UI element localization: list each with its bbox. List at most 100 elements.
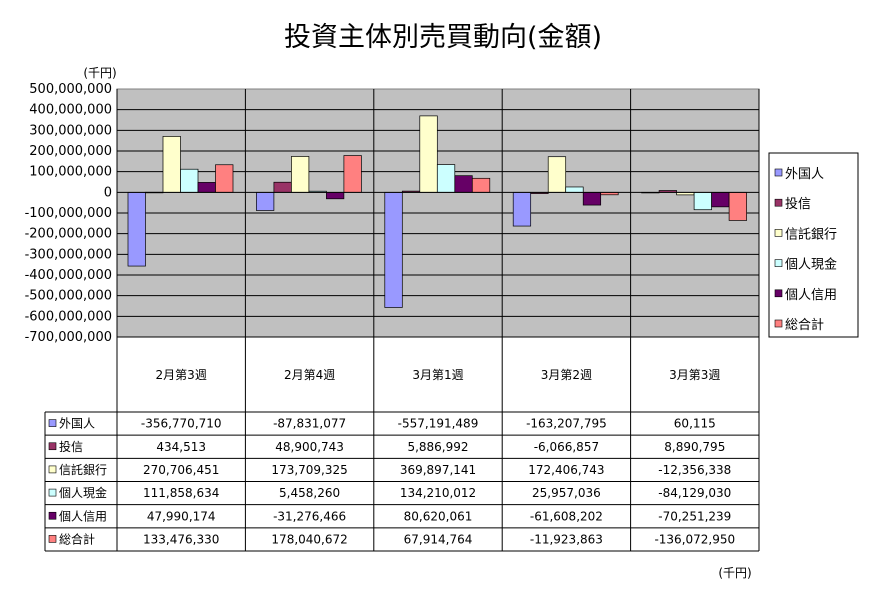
bar	[419, 115, 438, 193]
table-unit-label: (千円)	[718, 566, 751, 580]
y-tick-label: -400,000,000	[25, 268, 112, 283]
table-cell-value: 172,406,743	[528, 463, 604, 477]
table-cell-value: 60,115	[674, 417, 716, 431]
y-tick-label: -300,000,000	[25, 247, 112, 262]
table-series-key	[48, 419, 57, 427]
legend-label: 外国人	[785, 167, 824, 182]
y-tick-label: -700,000,000	[25, 330, 112, 345]
table-cell-value: -6,066,857	[534, 440, 599, 454]
table-cell-value: 270,706,451	[143, 463, 219, 477]
legend-swatch	[774, 198, 783, 207]
table-cell-value: -84,129,030	[658, 486, 731, 500]
table-cell-value: -61,608,202	[530, 509, 603, 523]
table-series-name: 個人現金	[59, 485, 107, 500]
table-cell-value: 178,040,672	[271, 532, 347, 546]
bar	[454, 175, 473, 193]
category-label: 2月第3週	[156, 368, 207, 382]
table-cell-value: -87,831,077	[273, 417, 346, 431]
bar	[180, 168, 199, 193]
table-cell-value: -356,770,710	[141, 417, 222, 431]
legend-swatch	[774, 319, 783, 328]
table-cell-value: -70,251,239	[658, 509, 731, 523]
legend-swatch	[774, 259, 783, 267]
table-cell-value: 8,890,795	[664, 440, 725, 454]
bar	[162, 136, 181, 193]
grid-lines	[117, 109, 759, 317]
table-cell-value: -11,923,863	[530, 532, 603, 546]
bar	[215, 164, 234, 193]
table-cell-value: 111,858,634	[143, 486, 219, 500]
table-cell-value: 369,897,141	[400, 463, 476, 477]
bars	[117, 115, 759, 308]
y-tick-label: 200,000,000	[29, 144, 112, 159]
table-series-key	[48, 465, 57, 474]
table-cell-value: 5,458,260	[279, 486, 340, 500]
table-cell-value: -557,191,489	[398, 417, 479, 431]
bar	[512, 191, 532, 227]
y-tick-label: 0	[104, 185, 112, 200]
bar	[273, 181, 292, 193]
legend-label: 投信	[785, 196, 811, 212]
table-series-name: 個人信用	[59, 509, 107, 523]
bar	[326, 191, 345, 200]
y-tick-label: 500,000,000	[29, 82, 112, 97]
table-series-key	[48, 511, 57, 520]
bar	[197, 182, 216, 193]
table-cell-value: 67,914,764	[404, 532, 473, 546]
table-cell-value: -12,356,338	[658, 463, 731, 477]
category-label: 3月第3週	[669, 368, 720, 382]
table-cell-value: 47,990,174	[147, 509, 216, 523]
category-label: 2月第4週	[284, 368, 335, 382]
bar	[384, 191, 403, 308]
legend-box	[768, 152, 859, 338]
y-axis-unit-label: (千円)	[83, 66, 116, 80]
y-tick-label: 100,000,000	[29, 165, 112, 180]
table-cell-value: -136,072,950	[654, 532, 735, 546]
table-series-key	[48, 535, 57, 543]
bar	[291, 156, 310, 193]
table-series-key	[48, 488, 57, 497]
legend-label: 個人現金	[785, 257, 837, 273]
bar	[728, 191, 747, 221]
legend-swatch	[774, 229, 783, 237]
bar	[127, 191, 146, 267]
table-cell-value: 434,513	[156, 440, 206, 454]
bar	[711, 191, 730, 208]
table-cell-value: 134,210,012	[400, 486, 476, 500]
legend-label: 信託銀行	[785, 226, 837, 242]
table-cell-value: 25,957,036	[532, 486, 601, 500]
table-cell-value: 80,620,061	[404, 509, 473, 523]
table-series-name: 外国人	[59, 417, 95, 431]
legend-swatch	[774, 289, 783, 298]
y-tick-label: -600,000,000	[25, 309, 112, 324]
chart-title: 投資主体別売買動向(金額)	[284, 22, 602, 53]
bar	[565, 186, 584, 193]
legend-label: 個人信用	[785, 288, 837, 303]
table-cell-value: 133,476,330	[143, 532, 219, 546]
legend-label: 総合計	[785, 317, 824, 333]
table-series-key	[48, 442, 57, 451]
y-tick-label: -100,000,000	[25, 206, 112, 221]
category-label: 3月第1週	[412, 368, 463, 382]
legend-swatch	[774, 168, 783, 177]
table-cell-value: 5,886,992	[407, 440, 468, 454]
y-tick-label: 400,000,000	[29, 103, 112, 118]
bar	[471, 177, 491, 193]
y-axis-ticks: 500,000,000 400,000,000 300,000,000 200,000…	[25, 82, 112, 345]
y-tick-label: -500,000,000	[25, 289, 112, 304]
bar	[582, 191, 602, 206]
bar	[436, 164, 456, 193]
bar	[256, 191, 275, 211]
table-cell-value: -163,207,795	[526, 417, 607, 431]
y-tick-label: 300,000,000	[29, 123, 112, 138]
table-series-name: 投信	[59, 439, 83, 454]
bar	[343, 155, 362, 193]
bar	[547, 156, 567, 193]
table-series-name: 信託銀行	[59, 462, 107, 477]
bar	[693, 191, 712, 211]
y-tick-label: -200,000,000	[25, 227, 112, 242]
table-cell-value: 48,900,743	[275, 440, 344, 454]
